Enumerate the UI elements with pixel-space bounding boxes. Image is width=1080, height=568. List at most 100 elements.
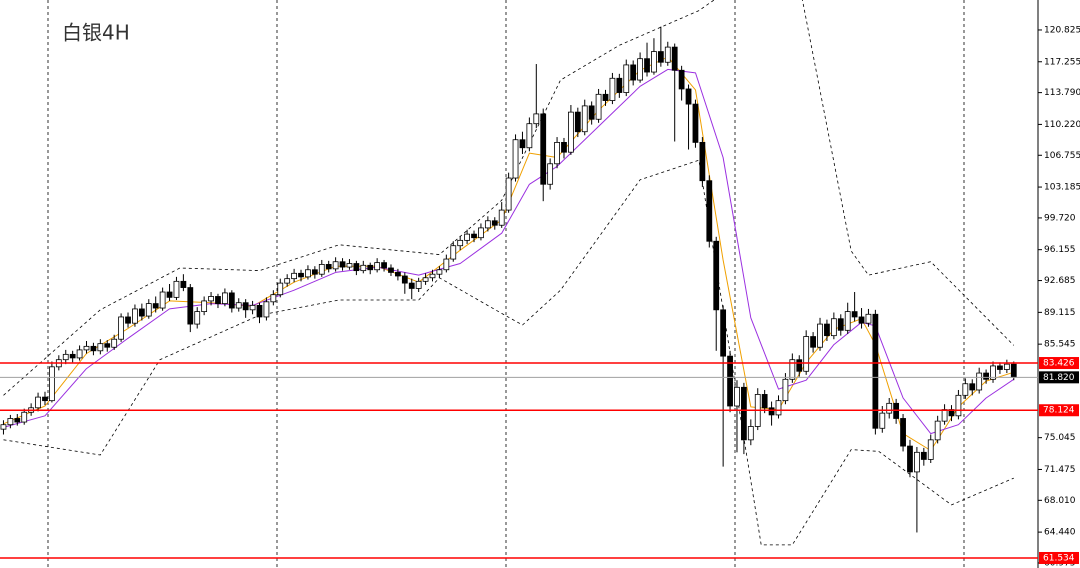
candle-body	[602, 93, 609, 101]
candle-body	[713, 240, 720, 311]
candle-body	[533, 113, 540, 125]
candle-body	[7, 418, 14, 426]
candle-body	[581, 105, 588, 133]
candle-body	[332, 261, 339, 270]
candle-body	[886, 402, 893, 414]
ma-line	[3, 56, 1014, 451]
y-tick-label: 89.115	[1044, 308, 1076, 318]
y-tick-label: 92.685	[1044, 276, 1076, 286]
candle-body	[263, 301, 270, 318]
y-tick-label: 106.755	[1044, 151, 1080, 161]
candle-body	[14, 418, 21, 423]
candle-body	[311, 269, 318, 275]
candle-body	[498, 209, 505, 226]
candle-body	[547, 163, 554, 185]
level-label: 61.534	[1043, 553, 1075, 563]
candle-body	[35, 396, 41, 409]
candle-body	[865, 313, 872, 324]
y-tick-label: 75.045	[1044, 433, 1076, 443]
candle-body	[623, 64, 630, 93]
candle-body	[450, 245, 457, 260]
period-separators	[47, 0, 965, 568]
candle-body	[907, 445, 913, 473]
candle-body	[900, 418, 906, 447]
candle-body	[215, 296, 221, 304]
candle-body	[173, 280, 180, 298]
candle-body	[159, 291, 166, 309]
candle-body	[464, 233, 470, 241]
candle-body	[436, 269, 443, 275]
candle-body	[789, 359, 796, 380]
candle-body	[561, 142, 567, 153]
candles	[0, 26, 1017, 533]
candle-body	[381, 262, 387, 269]
candle-body	[637, 58, 643, 81]
y-tick-label: 64.440	[1044, 528, 1076, 538]
candle-body	[526, 123, 533, 149]
candle-body	[678, 69, 685, 90]
candle-body	[519, 139, 526, 149]
candle-body	[540, 113, 547, 185]
candle-body	[941, 409, 948, 422]
candle-body	[325, 264, 332, 270]
y-tick-label: 120.825	[1044, 25, 1080, 35]
candle-body	[554, 142, 560, 165]
candle-body	[810, 336, 816, 348]
level-label: 78.124	[1043, 406, 1075, 416]
candle-body	[152, 303, 159, 309]
candle-body	[651, 51, 657, 73]
candle-body	[706, 180, 713, 242]
candle-body	[97, 343, 104, 352]
candle-body	[208, 296, 214, 302]
y-tick-label: 113.790	[1044, 88, 1080, 98]
candle-body	[457, 239, 464, 247]
candle-body	[228, 292, 235, 309]
candle-body	[872, 313, 879, 429]
candle-body	[657, 51, 664, 63]
y-tick-label: 96.155	[1044, 245, 1076, 255]
candle-body	[962, 383, 969, 396]
y-tick-label: 68.010	[1044, 496, 1076, 506]
candle-body	[222, 292, 228, 304]
candle-body	[664, 46, 671, 63]
candle-body	[249, 304, 256, 311]
candle-body	[817, 323, 823, 348]
candle-body	[824, 323, 830, 337]
candle-body	[720, 309, 727, 357]
candle-body	[588, 105, 595, 120]
level-label-box	[1039, 404, 1079, 417]
candle-body	[574, 111, 581, 133]
candle-body	[920, 451, 927, 460]
candle-body	[118, 316, 124, 340]
candle-body	[374, 262, 381, 271]
candle-body	[955, 394, 962, 417]
candle-body	[969, 383, 976, 391]
candle-body	[692, 103, 699, 143]
candle-body	[42, 396, 48, 402]
candle-body	[484, 220, 491, 229]
candle-body	[388, 267, 394, 273]
candle-body	[595, 93, 602, 120]
candle-body	[858, 316, 865, 324]
plot-area	[0, 0, 1017, 546]
candle-body	[505, 177, 512, 211]
candle-body	[194, 311, 201, 325]
candle-body	[609, 77, 616, 101]
chart-title: 白银4H	[62, 21, 130, 45]
indicator-lines	[3, 0, 1015, 546]
candle-body	[138, 308, 145, 317]
candle-body	[284, 278, 291, 284]
candle-body	[21, 411, 28, 423]
candle-body	[270, 294, 277, 303]
candle-body	[644, 58, 650, 73]
candle-body	[927, 439, 934, 460]
candle-body	[685, 88, 692, 105]
candle-body	[111, 338, 118, 348]
price-label: 81.820	[1043, 373, 1075, 383]
candle-body	[616, 77, 623, 93]
candle-body	[145, 303, 152, 317]
candle-body	[1010, 363, 1017, 378]
y-tick-label: 71.475	[1044, 465, 1076, 475]
candle-body	[568, 111, 574, 153]
